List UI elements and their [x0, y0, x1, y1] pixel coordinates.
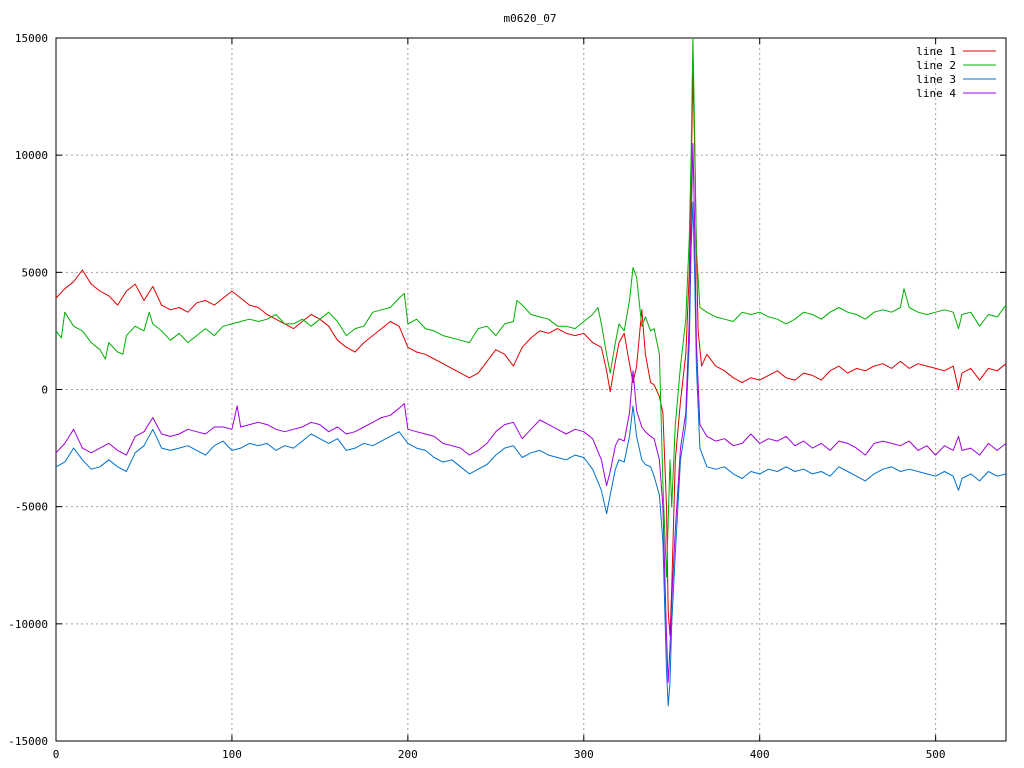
grid-lines	[56, 38, 1006, 741]
series-line-1	[55, 72, 1007, 636]
y-tick-label: 15000	[15, 32, 48, 45]
series-line-4	[55, 143, 1007, 683]
series-line-2	[55, 37, 1007, 578]
y-tick-label: -15000	[8, 735, 48, 748]
series-lines	[55, 37, 1007, 707]
x-tick-label: 100	[222, 748, 242, 761]
x-tick-label: 500	[926, 748, 946, 761]
y-tick-label: 5000	[22, 266, 49, 279]
axis-ticks: 0 100 200 300 400 500 -15000 -10000 -5000 0 5000 10…	[8, 32, 1006, 761]
series-line-3	[55, 201, 1007, 707]
y-tick-label: 10000	[15, 149, 48, 162]
x-tick-label: 300	[574, 748, 594, 761]
x-tick-label: 200	[398, 748, 418, 761]
legend-label-1: line 1	[916, 45, 956, 58]
chart-title: m0620_07	[504, 12, 557, 25]
y-tick-label: -10000	[8, 618, 48, 631]
legend-label-3: line 3	[916, 73, 956, 86]
legend-label-4: line 4	[916, 87, 956, 100]
legend-label-2: line 2	[916, 59, 956, 72]
x-tick-label: 400	[750, 748, 770, 761]
x-tick-label: 0	[53, 748, 60, 761]
y-tick-label: -5000	[15, 501, 48, 514]
y-tick-label: 0	[41, 384, 48, 397]
